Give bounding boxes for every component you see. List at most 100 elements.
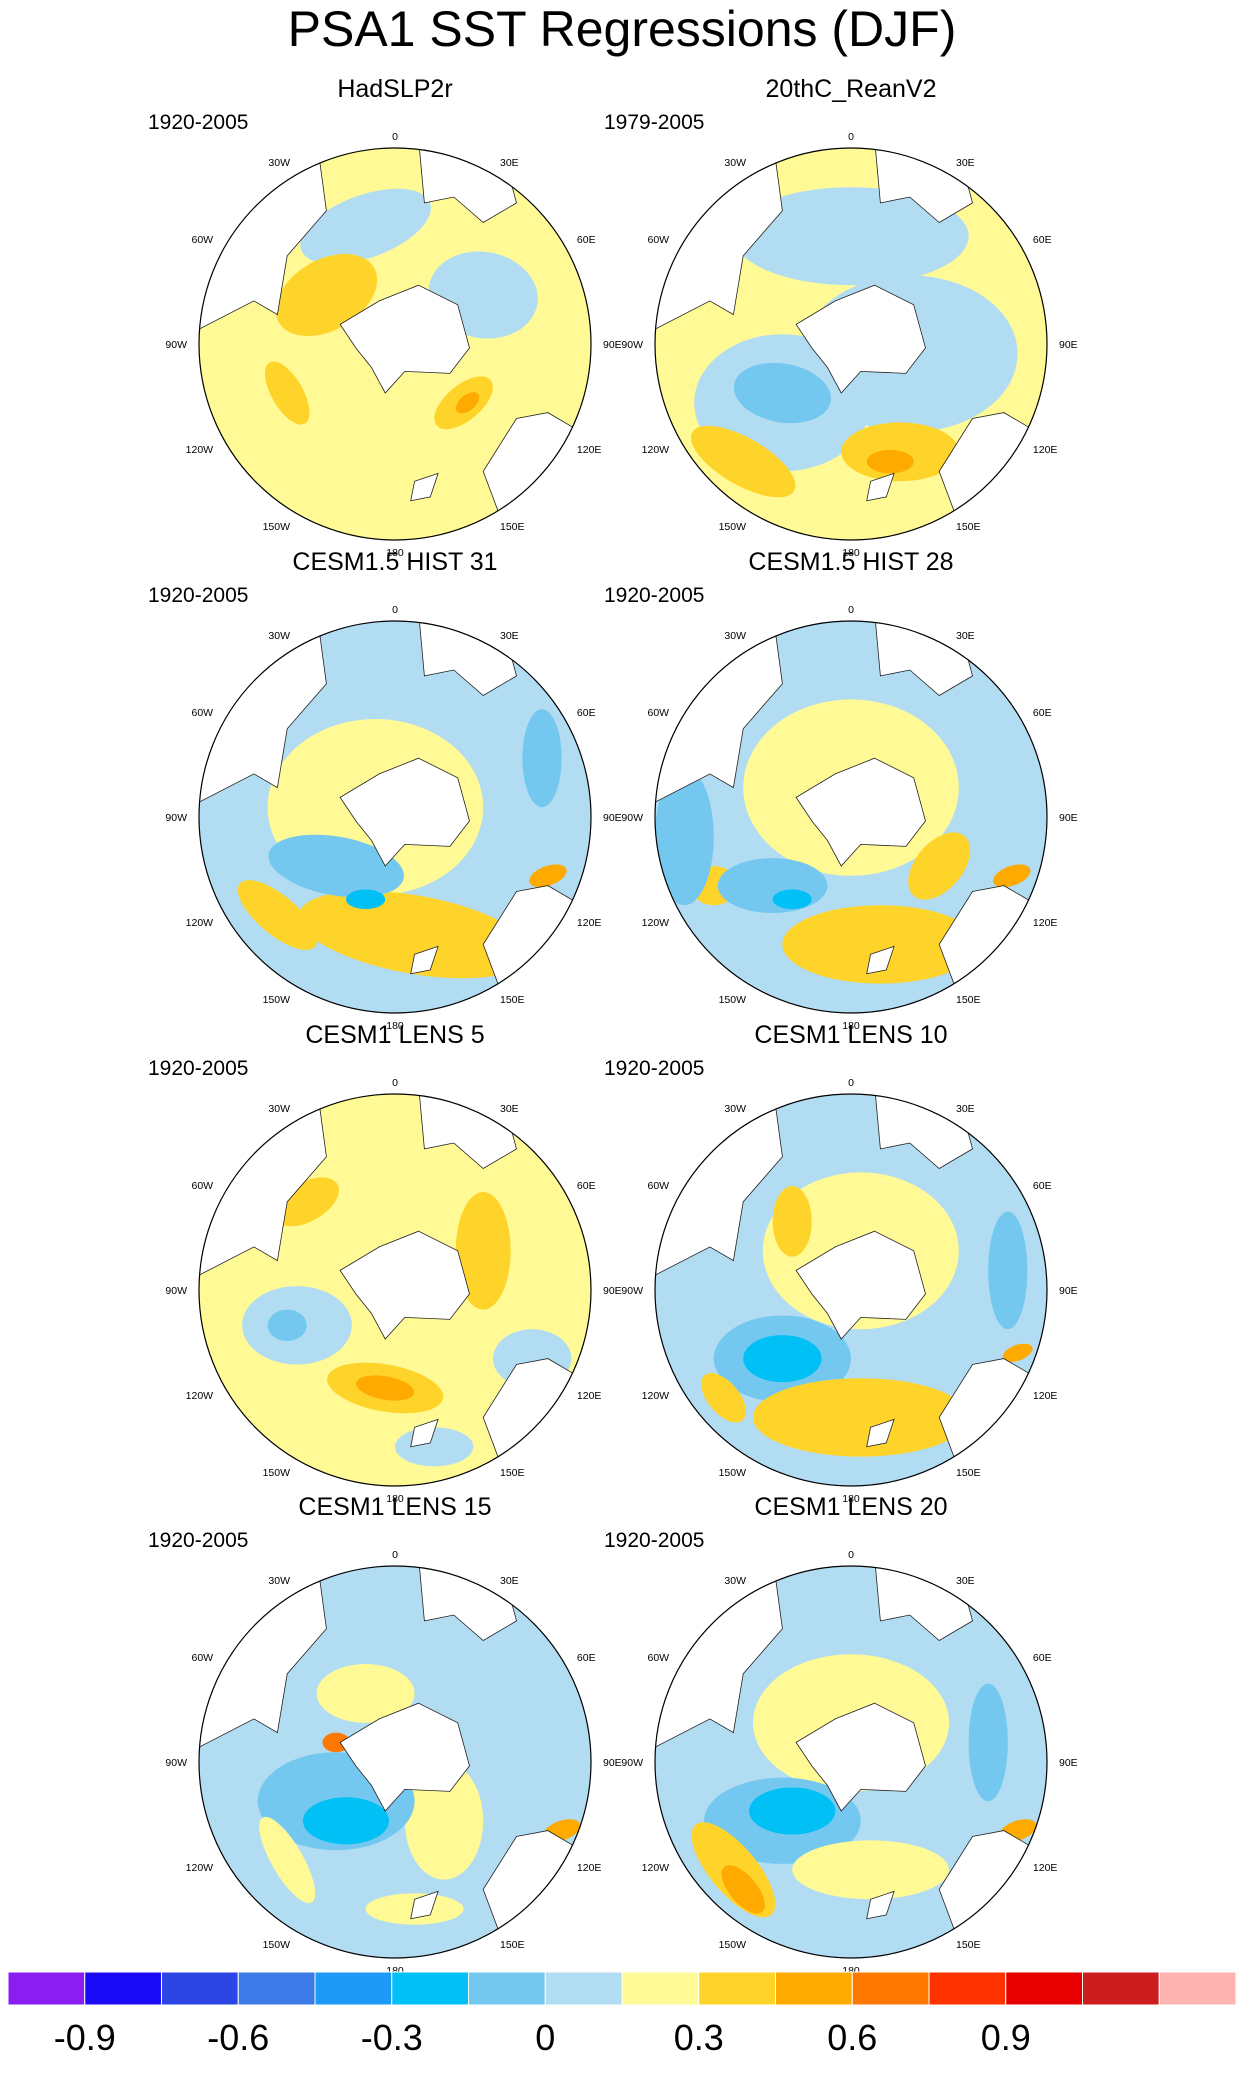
colorbar-tick-label: -0.9 xyxy=(54,2017,116,2058)
panel-period: 1920-2005 xyxy=(148,584,248,607)
longitude-label: 180 xyxy=(842,1020,860,1032)
panel-period: 1920-2005 xyxy=(148,1529,248,1552)
colorbar-swatch xyxy=(544,1971,623,2006)
longitude-label: 0 xyxy=(392,131,398,143)
colorbar-swatch xyxy=(851,1971,930,2006)
panel-period: 1920-2005 xyxy=(604,1057,704,1080)
longitude-label: 120W xyxy=(642,1862,670,1874)
colorbar-swatch xyxy=(1158,1971,1237,2006)
longitude-label: 180 xyxy=(386,547,404,559)
longitude-label: 60E xyxy=(1033,1180,1052,1192)
longitude-label: 150E xyxy=(956,1467,981,1479)
longitude-label: 90W xyxy=(165,1757,187,1769)
colorbar-tick-label: 0.9 xyxy=(981,2017,1031,2058)
longitude-label: 150E xyxy=(500,521,525,533)
longitude-label: 120E xyxy=(1033,1390,1058,1402)
map-boundary xyxy=(198,1565,592,1959)
longitude-label: 150E xyxy=(956,521,981,533)
longitude-label: 30E xyxy=(500,1103,519,1115)
longitude-label: 150E xyxy=(500,994,525,1006)
longitude-label: 120W xyxy=(186,1390,214,1402)
map-panel: 20thC_ReanV2 1979-2005 0 30E 60E 90E 120E 150E 1… xyxy=(604,75,1078,559)
colorbar: -0.9 -0.6 -0.3 0 0.3 0.6 0.9 xyxy=(7,1971,1237,2058)
longitude-label: 90E xyxy=(1059,1285,1078,1297)
colorbar-swatch xyxy=(621,1971,700,2006)
longitude-label: 60E xyxy=(1033,1652,1052,1664)
map-boundary xyxy=(654,1093,1048,1487)
longitude-label: 60W xyxy=(192,707,214,719)
longitude-label: 180 xyxy=(842,547,860,559)
longitude-label: 150W xyxy=(719,521,747,533)
colorbar-tick-label: -0.6 xyxy=(207,2017,269,2058)
longitude-label: 60W xyxy=(192,1180,214,1192)
map-panel: CESM1.5 HIST 31 1920-2005 0 30E 60E 90E 120E 15… xyxy=(148,548,622,1032)
panel-title: HadSLP2r xyxy=(337,75,452,103)
colorbar-swatch xyxy=(161,1971,239,2006)
longitude-label: 150W xyxy=(719,994,747,1006)
longitude-label: 30W xyxy=(268,630,290,642)
longitude-label: 150E xyxy=(500,1939,525,1951)
longitude-label: 90W xyxy=(165,339,187,351)
longitude-label: 90W xyxy=(165,812,187,824)
longitude-label: 120E xyxy=(577,444,602,456)
panel-title: CESM1.5 HIST 31 xyxy=(292,548,497,576)
longitude-label: 60W xyxy=(648,234,670,246)
longitude-label: 30E xyxy=(956,1103,975,1115)
colorbar-swatch xyxy=(1005,1971,1083,2006)
figure-title: PSA1 SST Regressions (DJF) xyxy=(288,1,957,57)
longitude-label: 90E xyxy=(603,812,622,824)
sst-field xyxy=(655,1094,1047,1486)
colorbar-tick-label: 0 xyxy=(535,2017,555,2058)
colorbar-tick-label: 0.3 xyxy=(674,2017,724,2058)
colorbar-swatch xyxy=(314,1971,393,2006)
longitude-label: 90W xyxy=(621,812,643,824)
longitude-label: 180 xyxy=(386,1020,404,1032)
longitude-label: 90E xyxy=(1059,339,1078,351)
map-panel: CESM1.5 HIST 28 1920-2005 0 30E 60E 90E 120E 15… xyxy=(604,548,1078,1032)
longitude-label: 30E xyxy=(956,630,975,642)
longitude-label: 60E xyxy=(577,707,596,719)
colorbar-swatch xyxy=(7,1971,86,2006)
longitude-label: 90W xyxy=(165,1285,187,1297)
longitude-label: 180 xyxy=(386,1493,404,1505)
longitude-label: 90W xyxy=(621,339,643,351)
panel-period: 1920-2005 xyxy=(604,584,704,607)
colorbar-swatch xyxy=(698,1971,776,2006)
panel-period: 1920-2005 xyxy=(148,1057,248,1080)
longitude-label: 120W xyxy=(642,444,670,456)
longitude-label: 120W xyxy=(186,1862,214,1874)
sst-field xyxy=(655,1566,1047,1958)
sst-field xyxy=(199,148,591,540)
map-boundary xyxy=(654,1565,1048,1959)
sst-field xyxy=(655,148,1047,540)
longitude-label: 150W xyxy=(263,521,291,533)
longitude-label: 30E xyxy=(500,157,519,169)
panel-title: CESM1 LENS 5 xyxy=(305,1021,484,1049)
colorbar-swatch xyxy=(1082,1971,1160,2006)
longitude-label: 30E xyxy=(500,1575,519,1587)
map-boundary xyxy=(198,1093,592,1487)
map-boundary xyxy=(654,620,1048,1014)
longitude-label: 60W xyxy=(192,1652,214,1664)
longitude-label: 90E xyxy=(1059,812,1078,824)
colorbar-swatch xyxy=(928,1971,1007,2006)
longitude-label: 90E xyxy=(603,339,622,351)
map-panels: HadSLP2r 1920-2005 0 30E 60E 90E 120E 150E 180 15… xyxy=(148,75,1078,1977)
colorbar-swatch xyxy=(775,1971,853,2006)
longitude-label: 120E xyxy=(577,1862,602,1874)
longitude-label: 60E xyxy=(577,1180,596,1192)
panel-title: CESM1 LENS 15 xyxy=(298,1493,491,1521)
map-panel: CESM1 LENS 20 1920-2005 0 30E 60E 90E 120E 150E… xyxy=(604,1493,1078,1977)
longitude-label: 0 xyxy=(848,131,854,143)
longitude-label: 0 xyxy=(848,604,854,616)
longitude-label: 60W xyxy=(648,1652,670,1664)
longitude-label: 60W xyxy=(192,234,214,246)
panel-period: 1979-2005 xyxy=(604,111,704,134)
longitude-label: 150W xyxy=(263,1939,291,1951)
longitude-label: 60E xyxy=(1033,707,1052,719)
longitude-label: 30W xyxy=(268,1103,290,1115)
longitude-label: 180 xyxy=(842,1493,860,1505)
longitude-label: 60W xyxy=(648,707,670,719)
sst-field xyxy=(199,1566,591,1958)
